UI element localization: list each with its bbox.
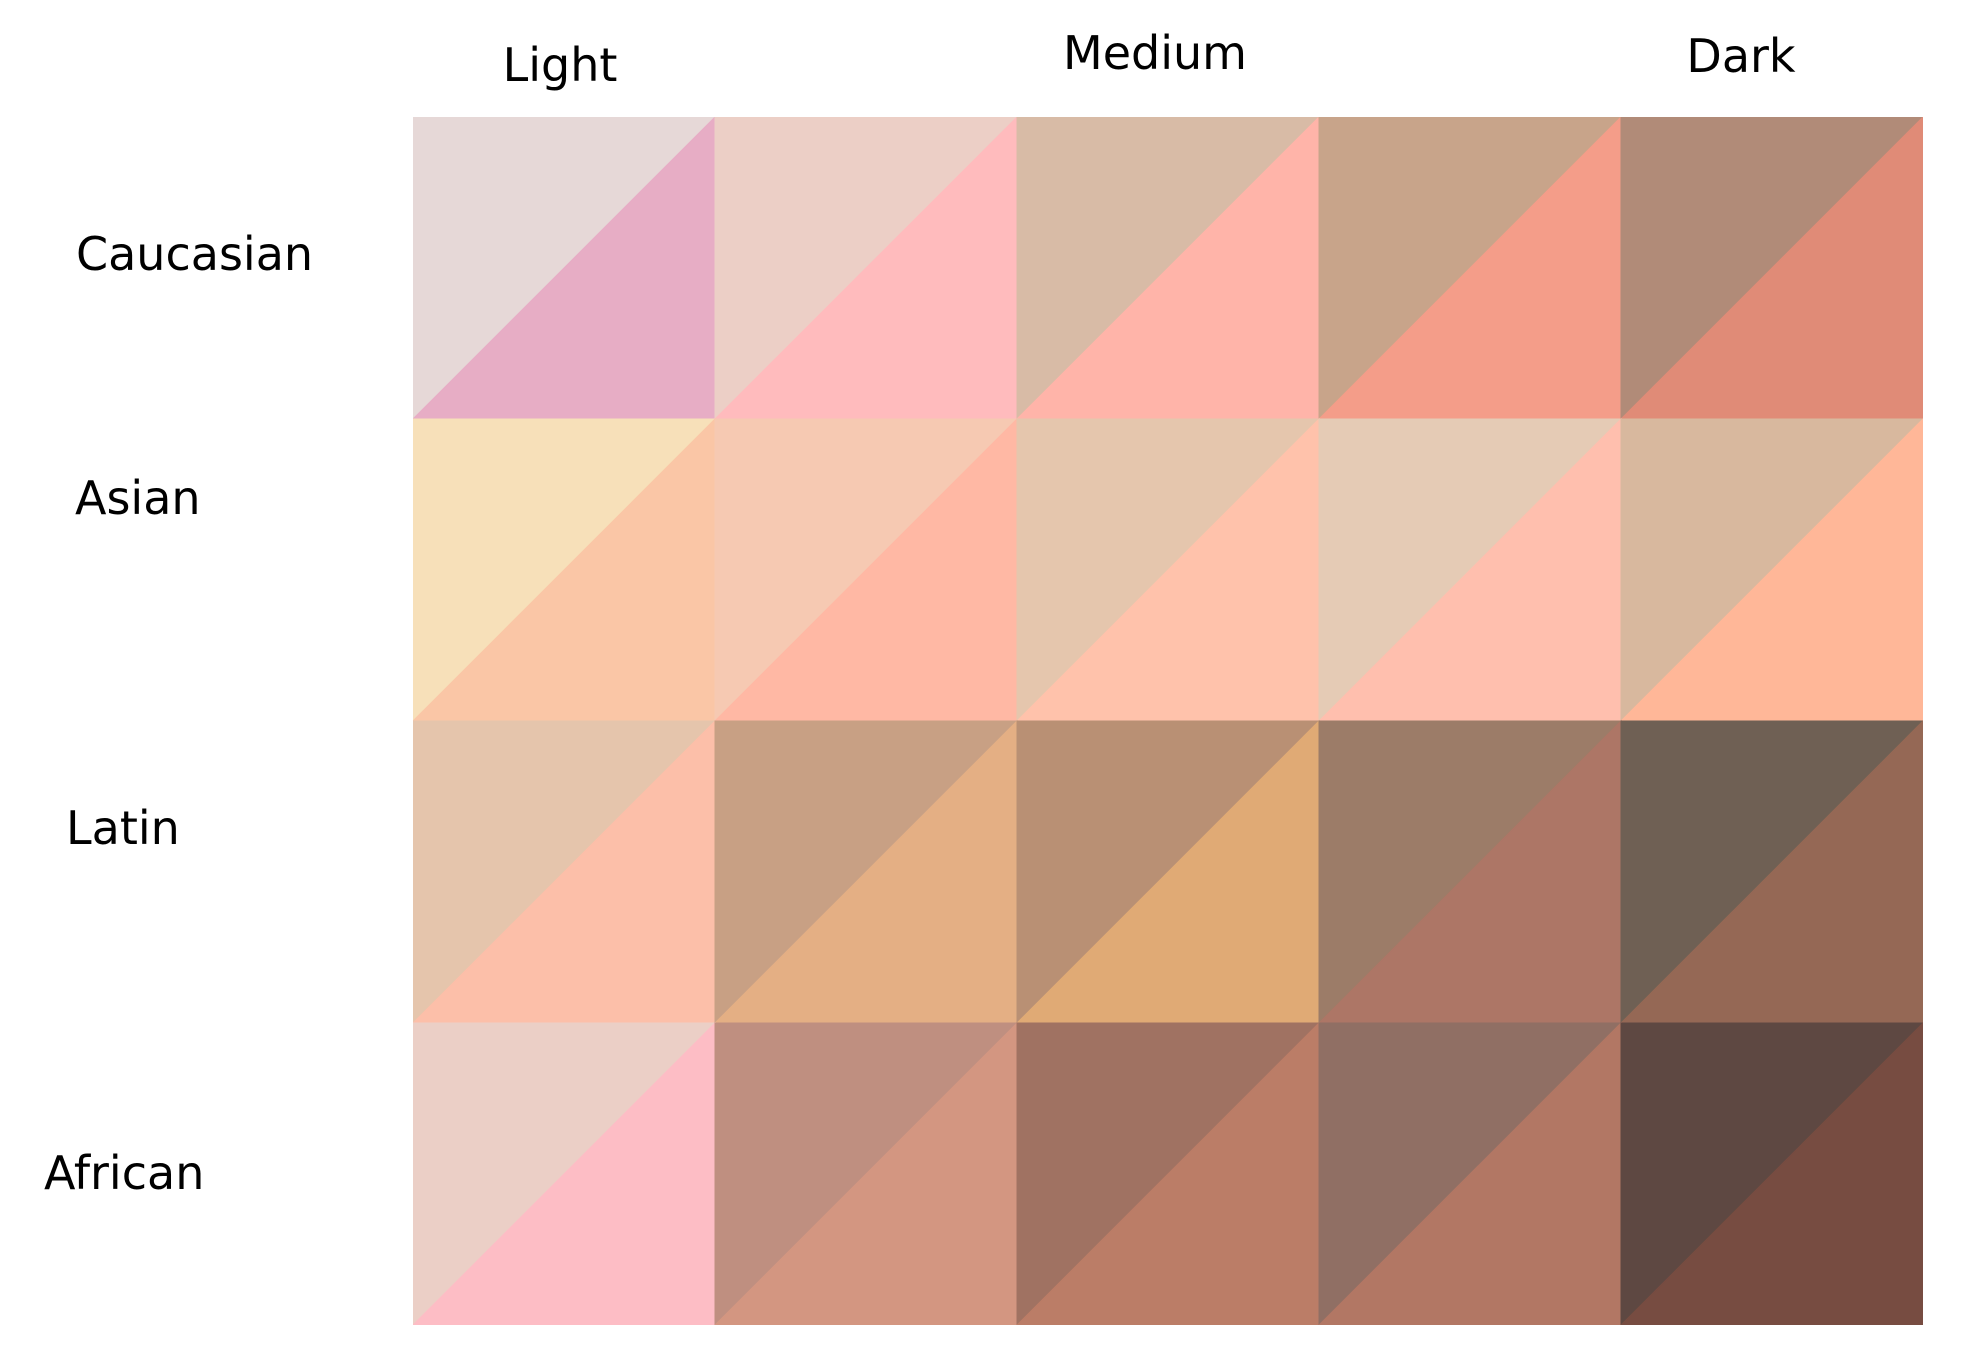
swatch-caucasian-3	[1015, 117, 1320, 421]
swatch-lower-triangle	[1620, 1022, 1923, 1325]
swatch-grid	[413, 117, 1923, 1325]
swatch-caucasian-5	[1619, 117, 1923, 421]
row-label-caucasian: Caucasian	[76, 227, 314, 281]
column-label-light: Light	[502, 38, 618, 92]
swatch-caucasian-2	[713, 117, 1018, 421]
swatch-african-4	[1318, 1021, 1623, 1325]
swatch-african-5	[1620, 1022, 1923, 1325]
swatch-asian-5	[1619, 418, 1923, 723]
swatch-latin-3	[1015, 719, 1321, 1025]
swatch-latin-2	[713, 719, 1019, 1025]
row-label-african: African	[44, 1146, 205, 1200]
swatch-african-1	[413, 1021, 717, 1325]
row-label-latin: Latin	[66, 801, 180, 855]
swatch-latin-1	[413, 719, 717, 1024]
swatch-latin-4	[1317, 719, 1623, 1025]
swatch-african-2	[714, 1021, 1019, 1325]
row-label-asian: Asian	[75, 471, 201, 525]
column-label-dark: Dark	[1686, 29, 1796, 83]
swatch-asian-2	[713, 417, 1019, 723]
swatch-caucasian-1	[413, 117, 716, 420]
swatch-asian-1	[413, 417, 717, 722]
swatch-caucasian-4	[1317, 117, 1622, 421]
column-label-medium: Medium	[1063, 26, 1247, 80]
swatch-latin-5	[1619, 720, 1923, 1025]
swatch-african-3	[1016, 1021, 1321, 1325]
swatch-asian-3	[1015, 417, 1321, 723]
swatch-asian-4	[1317, 417, 1623, 723]
